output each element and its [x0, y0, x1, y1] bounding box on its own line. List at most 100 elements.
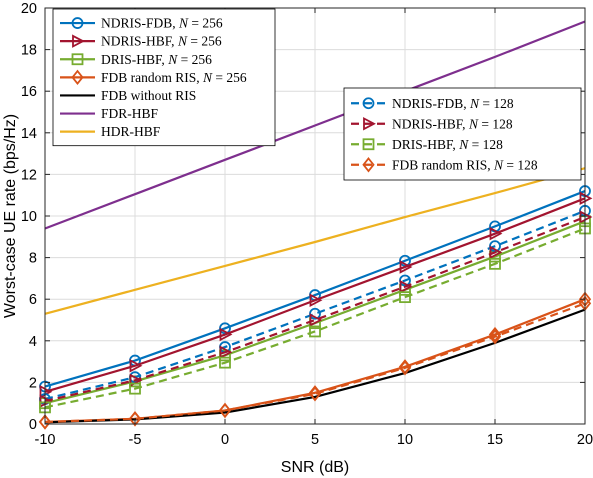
y-tick-label: 0 — [29, 417, 37, 433]
legend-label-main: FDB random RIS, — [392, 157, 494, 172]
series-line — [44, 20, 586, 230]
data-point — [489, 245, 503, 260]
data-point — [309, 293, 323, 307]
legend-label-math: N — [177, 34, 188, 49]
legend-label-main: HDR-HBF — [101, 124, 161, 139]
x-axis-label: SNR (dB) — [281, 459, 349, 476]
data-point — [399, 291, 411, 304]
data-point — [129, 359, 143, 373]
legend-label-math: N — [202, 70, 213, 85]
data-point — [489, 257, 501, 270]
legend-label-main: NDRIS-HBF, — [392, 116, 469, 131]
data-point — [38, 414, 52, 430]
data-point — [129, 382, 141, 395]
legend-marker — [71, 17, 84, 29]
y-tick-label: 20 — [21, 1, 37, 17]
legend-label-main: NDRIS-FDB, — [101, 16, 179, 31]
legend-marker — [362, 157, 375, 173]
legend-entry-label: FDR-HBF — [101, 106, 159, 121]
legend-label-math: N — [167, 52, 178, 67]
legend-marker — [71, 53, 84, 66]
data-point — [399, 260, 413, 274]
legend-entry-label: NDRIS-FDB, N = 128 — [392, 96, 514, 111]
legend-entry-label: FDB random RIS, N = 128 — [392, 157, 538, 172]
y-tick-label: 6 — [29, 292, 37, 308]
legend-marker — [362, 97, 375, 110]
y-tick-label: 14 — [21, 126, 37, 142]
series-line — [44, 197, 586, 393]
legend-label-main: FDB without RIS — [101, 88, 196, 103]
legend-entry-label: DRIS-HBF, N = 128 — [392, 137, 503, 152]
y-tick-label: 18 — [21, 43, 37, 59]
data-point — [309, 325, 321, 338]
data-point — [219, 327, 233, 342]
legend-entry-label: FDB random RIS, N = 256 — [101, 70, 247, 85]
legend-label-math: N — [493, 157, 504, 172]
y-tick-label: 2 — [29, 375, 37, 391]
legend-label-math: N — [468, 116, 479, 131]
data-point — [308, 386, 322, 402]
series-line — [44, 167, 586, 315]
data-point — [399, 279, 413, 294]
data-point — [218, 402, 232, 419]
legend-entry-label: FDB without RIS — [101, 88, 196, 103]
legend-label-main: NDRIS-FDB, — [392, 96, 470, 111]
series-9 — [39, 222, 591, 414]
data-point — [309, 313, 323, 327]
data-point — [398, 360, 412, 376]
y-tick-label: 8 — [29, 251, 37, 267]
legend-entry-label: NDRIS-HBF, N = 256 — [101, 34, 222, 49]
x-tick-label: 20 — [577, 432, 593, 448]
legend-label-main: NDRIS-HBF, — [101, 34, 178, 49]
legend-label-tail: = 128 — [479, 96, 514, 111]
legend-entry-label: DRIS-HBF, N = 256 — [101, 52, 212, 67]
x-tick-label: -5 — [129, 432, 142, 448]
legend-label-main: DRIS-HBF, — [392, 137, 459, 152]
data-point — [128, 411, 142, 427]
legend-entry-label: HDR-HBF — [101, 124, 161, 139]
legend-label-main: FDR-HBF — [101, 106, 159, 121]
y-tick-label: 4 — [29, 334, 37, 350]
data-point — [219, 356, 231, 369]
legend-label-main: DRIS-HBF, — [101, 52, 168, 67]
y-tick-label: 10 — [21, 209, 37, 225]
data-point — [488, 326, 502, 343]
legend-label-tail: = 256 — [187, 34, 222, 49]
legend-label-tail: = 256 — [188, 16, 223, 31]
legend-entry-label: NDRIS-FDB, N = 256 — [101, 16, 223, 31]
legend-label-tail: = 128 — [468, 137, 503, 152]
x-tick-label: 15 — [487, 432, 503, 448]
legend-label-tail: = 256 — [177, 52, 212, 67]
series-10 — [38, 295, 592, 430]
y-axis-label: Worst-case UE rate (bps/Hz) — [2, 114, 19, 318]
x-tick-label: 10 — [397, 432, 413, 448]
legend-label-tail: = 128 — [503, 157, 538, 172]
legend-label-main: FDB random RIS, — [101, 70, 203, 85]
y-tick-label: 12 — [21, 167, 37, 183]
series-6 — [44, 167, 586, 315]
legend-label-math: N — [178, 16, 189, 31]
data-point — [219, 345, 233, 359]
x-tick-label: 5 — [311, 432, 319, 448]
legend-marker — [72, 34, 85, 48]
axis-ticks: -10 -5 0 5 10 15 20 0 2 4 6 8 10 12 14 16 18 20 — [21, 1, 593, 448]
legend-entry-label: NDRIS-HBF, N = 128 — [392, 116, 513, 131]
legend-marker — [362, 138, 375, 151]
data-point — [489, 226, 503, 241]
legend-label-math: N — [469, 96, 480, 111]
data-point — [488, 328, 502, 345]
y-tick-label: 16 — [21, 84, 37, 100]
legend-label-tail: = 128 — [478, 116, 513, 131]
series-5 — [44, 20, 586, 230]
series-line — [44, 190, 586, 388]
legend-marker — [71, 69, 84, 86]
series-line — [44, 216, 586, 403]
legend-marker — [363, 117, 376, 131]
x-tick-label: 0 — [221, 432, 229, 448]
series-line — [44, 302, 586, 424]
legend-label-math: N — [458, 137, 469, 152]
